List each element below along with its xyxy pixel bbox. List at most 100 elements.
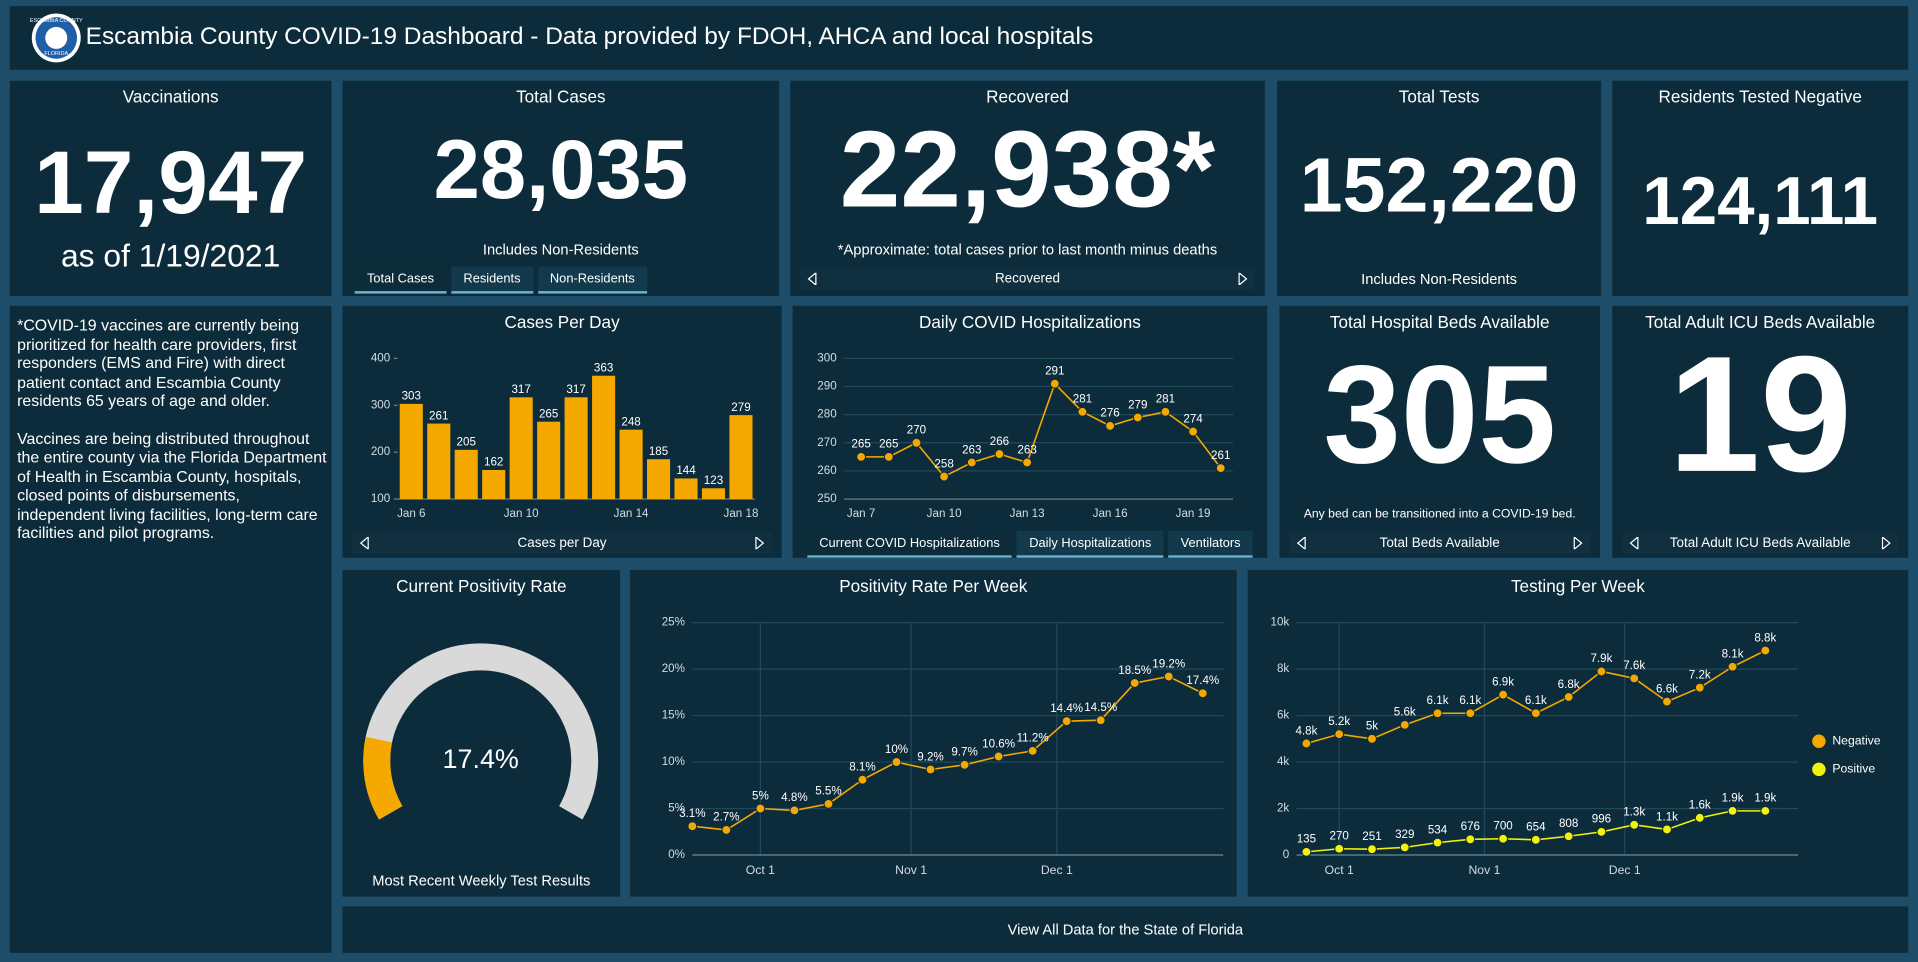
point: [1061, 716, 1072, 727]
bar: [427, 423, 451, 500]
y-tick-label: 10k: [1271, 616, 1290, 629]
data-label: 5.6k: [1394, 706, 1416, 719]
point: [1215, 463, 1226, 474]
data-label: 7.2k: [1689, 669, 1711, 682]
point: [1694, 812, 1705, 823]
point: [1596, 666, 1607, 677]
nav-prev[interactable]: [1629, 536, 1639, 550]
nav-next[interactable]: [1573, 536, 1583, 550]
y-tick-label: 250: [817, 492, 836, 505]
nav-next[interactable]: [1238, 272, 1248, 286]
panel-title: Recovered: [986, 86, 1069, 107]
legend-label: Negative: [1832, 733, 1880, 747]
data-label: 281: [1156, 393, 1175, 406]
data-label: 1.9k: [1754, 792, 1776, 805]
data-label: 5.2k: [1328, 715, 1350, 728]
x-tick-label: Jan 14: [614, 507, 649, 520]
positivity-week-panel: 0% 5% 10% 15% 20% 25% Oct 1 Nov 1 Dec 1 3.1% 2.7% 5…: [629, 570, 1237, 897]
y-tick-label: 100: [371, 492, 390, 505]
bar: [619, 429, 643, 500]
y-tick-label: 200: [371, 445, 390, 458]
data-label: 1.1k: [1656, 810, 1678, 823]
data-label: 279: [1128, 398, 1147, 411]
point: [1132, 412, 1143, 423]
note: *COVID-19 vaccines are currently being p…: [17, 316, 330, 561]
bar: [509, 397, 533, 500]
x-tick-label: Oct 1: [746, 863, 775, 877]
note-paragraph: Vaccines are being distributed throughou…: [17, 428, 327, 542]
big-number: 17,947: [34, 133, 308, 233]
data-label: 17.4%: [1186, 674, 1219, 687]
data-label: 10.6%: [982, 737, 1015, 750]
data-label: 5%: [752, 789, 769, 802]
point: [891, 757, 902, 767]
tab[interactable]: Residents: [451, 266, 533, 294]
chart-title: Daily COVID Hospitalizations: [919, 311, 1141, 332]
logo-text: ESCAMBIA COUNTY: [30, 18, 83, 24]
point: [994, 449, 1005, 459]
point: [755, 803, 766, 814]
y-tick-label: 270: [817, 436, 836, 449]
point: [721, 825, 732, 835]
point: [1760, 805, 1771, 816]
data-label: 1.9k: [1722, 792, 1744, 805]
tab[interactable]: Current COVID Hospitalizations: [807, 530, 1013, 558]
data-label: 8.1%: [849, 761, 875, 774]
point: [856, 451, 867, 462]
footer-link[interactable]: View All Data for the State of Florida: [342, 906, 1909, 953]
nav-prev[interactable]: [1296, 536, 1307, 550]
point: [1563, 692, 1574, 702]
bar: [592, 375, 616, 500]
data-label: 251: [1362, 830, 1381, 843]
bar: [674, 478, 698, 500]
nav-label: Total Adult ICU Beds Available: [1669, 535, 1851, 551]
chart: 0 2k 4k 6k 8k 10k Oct 1 Nov 1 Dec 1 4.8k 5.2k 5k 5.6…: [1271, 616, 1881, 877]
gauge-label: 17.4%: [443, 744, 519, 774]
nav-next[interactable]: [1881, 536, 1891, 550]
tab[interactable]: Non-Residents: [537, 266, 648, 294]
data-label: 8.1k: [1722, 648, 1744, 661]
point: [1399, 719, 1410, 730]
data-label: 1.6k: [1689, 799, 1711, 812]
point: [1563, 831, 1574, 842]
y-tick-label: 0%: [668, 848, 685, 861]
gauge-track: [363, 643, 599, 820]
point: [687, 821, 698, 832]
panel-subtitle: Any bed can be transitioned into a COVID…: [1303, 507, 1576, 522]
y-tick-label: 400: [371, 351, 390, 364]
point: [1129, 678, 1140, 688]
tab[interactable]: Daily Hospitalizations: [1016, 530, 1164, 558]
panel-subtitle: as of 1/19/2021: [60, 237, 281, 274]
data-label: 8.8k: [1754, 631, 1776, 644]
data-label: 258: [934, 457, 953, 470]
panel-title: Vaccinations: [122, 86, 219, 107]
chart-title: Cases Per Day: [504, 311, 620, 332]
logo: ESCAMBIA COUNTY FLORIDA: [30, 13, 83, 63]
nav-prev[interactable]: [807, 272, 817, 286]
point: [1022, 457, 1033, 468]
data-label: 135: [1297, 833, 1316, 846]
data-label: 996: [1592, 813, 1611, 826]
x-tick-label: Jan 13: [1010, 507, 1045, 520]
tab[interactable]: Total Cases: [354, 266, 447, 294]
vaccinations-panel: Vaccinations 17,947 as of 1/19/2021: [9, 80, 332, 297]
y-tick-label: 300: [371, 398, 390, 411]
y-tick-label: 5%: [668, 802, 685, 815]
data-label: 6.1k: [1459, 694, 1481, 707]
chart-title: Positivity Rate Per Week: [839, 576, 1028, 596]
y-tick-label: 20%: [662, 662, 685, 675]
point: [1188, 426, 1198, 437]
data-label: 10%: [885, 743, 908, 756]
data-label: 676: [1461, 820, 1480, 833]
tab[interactable]: Ventilators: [1168, 530, 1253, 558]
data-label: 162: [484, 456, 503, 469]
y-tick-label: 0: [1283, 848, 1289, 861]
footer-link-text: View All Data for the State of Florida: [1007, 921, 1244, 939]
testing-week-panel: 0 2k 4k 6k 8k 10k Oct 1 Nov 1 Dec 1 4.8k 5.2k 5k 5.6…: [1247, 570, 1909, 897]
nav-bar: Total Adult ICU Beds Available: [1621, 532, 1899, 555]
nav-prev[interactable]: [359, 536, 370, 550]
x-tick-label: Jan 6: [397, 507, 425, 520]
big-number: 305: [1323, 337, 1557, 493]
nav-next[interactable]: [755, 536, 765, 550]
